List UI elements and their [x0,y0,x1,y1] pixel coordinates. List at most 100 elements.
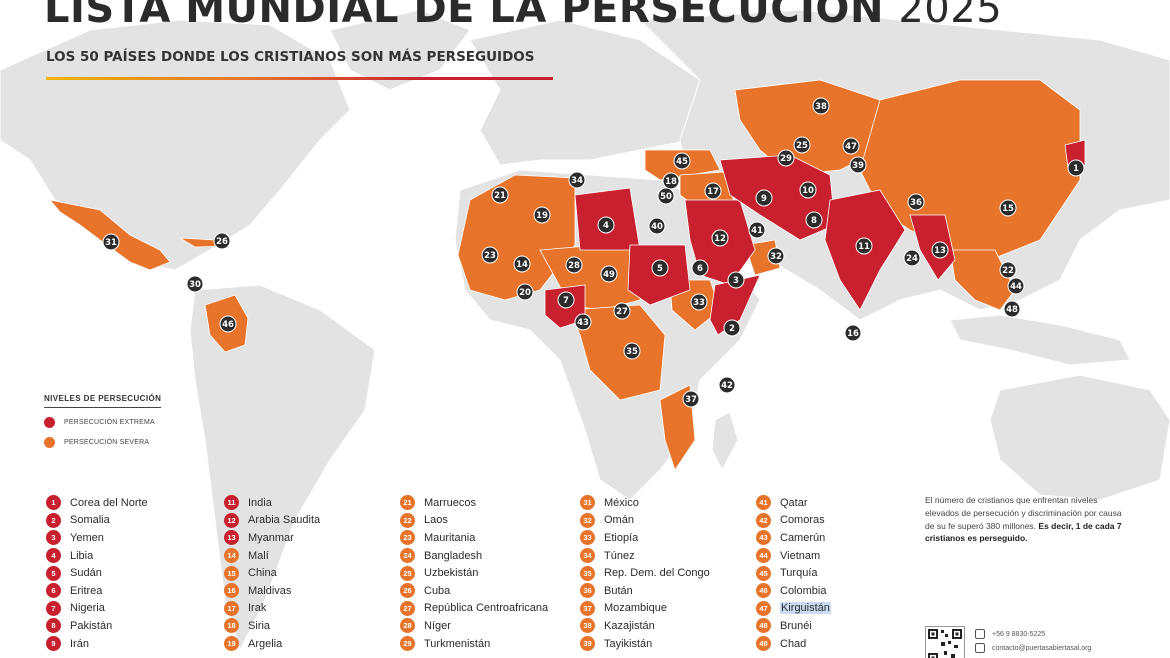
ranking-item: 17 Irak [224,600,320,618]
ranking-item: 29 Turkmenistán [400,635,548,653]
rank-number: 26 [400,583,415,599]
rank-number: 16 [224,583,239,599]
map-badge-circle [219,315,237,333]
ranking-item: 46 Colombia [756,582,831,600]
country-name: Túnez [604,549,635,562]
ranking-item: 35 Rep. Dem. del Congo [580,564,710,582]
map-badge-circle [1007,277,1025,295]
rank-number: 37 [580,600,595,616]
map-badge-circle [855,237,873,255]
ranking-item: 11 India [224,494,320,512]
country-name: Mozambique [604,602,667,615]
map-badge-circle [516,283,534,301]
map-badge-16: 16 [844,324,862,342]
ranking-item: 38 Kazajistán [580,617,710,635]
country-name: Mauritania [424,531,476,544]
ranking-item: 1 Corea del Norte [46,494,148,512]
map-badge-label: 13 [934,246,946,256]
rank-number: 46 [756,583,771,599]
map-badge-label: 19 [536,211,548,221]
extreme-swatch [44,417,55,428]
ranking-item: 47 Kirguistán [756,600,831,618]
map-badge-label: 40 [651,222,663,232]
ranking-item: 7 Nigeria [46,600,148,618]
map-badge-circle [481,246,499,264]
map-badge-45: 45 [673,152,691,170]
map-badge-circle [102,233,120,251]
map-badge-47: 47 [842,137,860,155]
map-badge-label: 4 [603,221,609,231]
ranking-item: 27 República Centroafricana [400,600,548,618]
region-southeast-asia [949,249,1016,311]
rank-number: 15 [224,565,239,581]
map-badge-circle [657,187,675,205]
ranking-item: 13 Myanmar [224,529,320,547]
info-note: El número de cristianos que enfrentan ni… [925,494,1125,545]
contact-email: contacto@puertasabiertasal.org [975,641,1091,655]
country-name: Kirguistán [780,602,831,615]
map-badge-label: 7 [563,296,569,306]
map-badge-circle [574,313,592,331]
map-badge-circle [691,259,709,277]
rank-number: 9 [46,636,61,652]
country-name: Omán [604,514,634,527]
map-badge-11: 11 [855,237,873,255]
ranking-item: 32 Omán [580,512,710,530]
map-badge-label: 2 [729,324,735,334]
map-badge-circle [999,199,1017,217]
ranking-item: 22 Laos [400,512,548,530]
country-name: Yemen [70,531,104,544]
map-badge-label: 31 [105,238,117,248]
ranking-item: 6 Eritrea [46,582,148,600]
rank-number: 21 [400,495,415,511]
map-badge-label: 43 [577,318,589,328]
rank-number: 48 [756,618,771,634]
region-central-asia [734,79,881,176]
map-badge-circle [704,182,722,200]
map-badge-circle [690,293,708,311]
map-badge-38: 38 [812,97,830,115]
mail-icon [975,643,985,653]
map-badge-label: 3 [733,276,739,286]
map-badge-label: 10 [802,186,814,196]
country-name: China [248,567,277,580]
rank-number: 28 [400,618,415,634]
map-badge-label: 8 [811,216,817,226]
map-badge-circle [999,261,1017,279]
map-badge-circle [727,271,745,289]
map-badge-1: 1 [1067,159,1085,177]
map-badge-13: 13 [931,241,949,259]
ranking-item: 44 Vietnam [756,547,831,565]
rank-number: 14 [224,548,239,564]
ranking-item: 9 Irán [46,635,148,653]
map-badge-label: 11 [858,242,870,252]
map-badge-18: 18 [662,172,680,190]
map-badge-3: 3 [727,271,745,289]
map-badge-label: 48 [1006,305,1018,315]
ranking-item: 42 Comoras [756,512,831,530]
ranking-column-3: 21 Marruecos 22 Laos 23 Mauritania 24 Banglades… [400,494,548,652]
country-name: Rep. Dem. del Congo [604,567,710,580]
contact-phone: +56 9 8830-5225 [975,627,1091,641]
map-badge-5: 5 [651,259,669,277]
map-badge-46: 46 [219,315,237,333]
ranking-item: 26 Cuba [400,582,548,600]
map-badge-label: 20 [519,288,531,298]
country-name: Qatar [780,496,808,509]
country-name: Corea del Norte [70,496,148,509]
map-badge-circle [600,265,618,283]
region-central-africa [569,304,666,401]
ranking-item: 43 Camerún [756,529,831,547]
rank-number: 42 [756,512,771,528]
country-name: Turkmenistán [424,637,491,650]
map-badge-6: 6 [691,259,709,277]
map-badge-14: 14 [513,255,531,273]
ranking-item: 5 Sudán [46,564,148,582]
ranking-item: 34 Túnez [580,547,710,565]
rank-number: 18 [224,618,239,634]
ranking-item: 41 Qatar [756,494,831,512]
rank-number: 7 [46,600,61,616]
ranking-item: 37 Mozambique [580,600,710,618]
